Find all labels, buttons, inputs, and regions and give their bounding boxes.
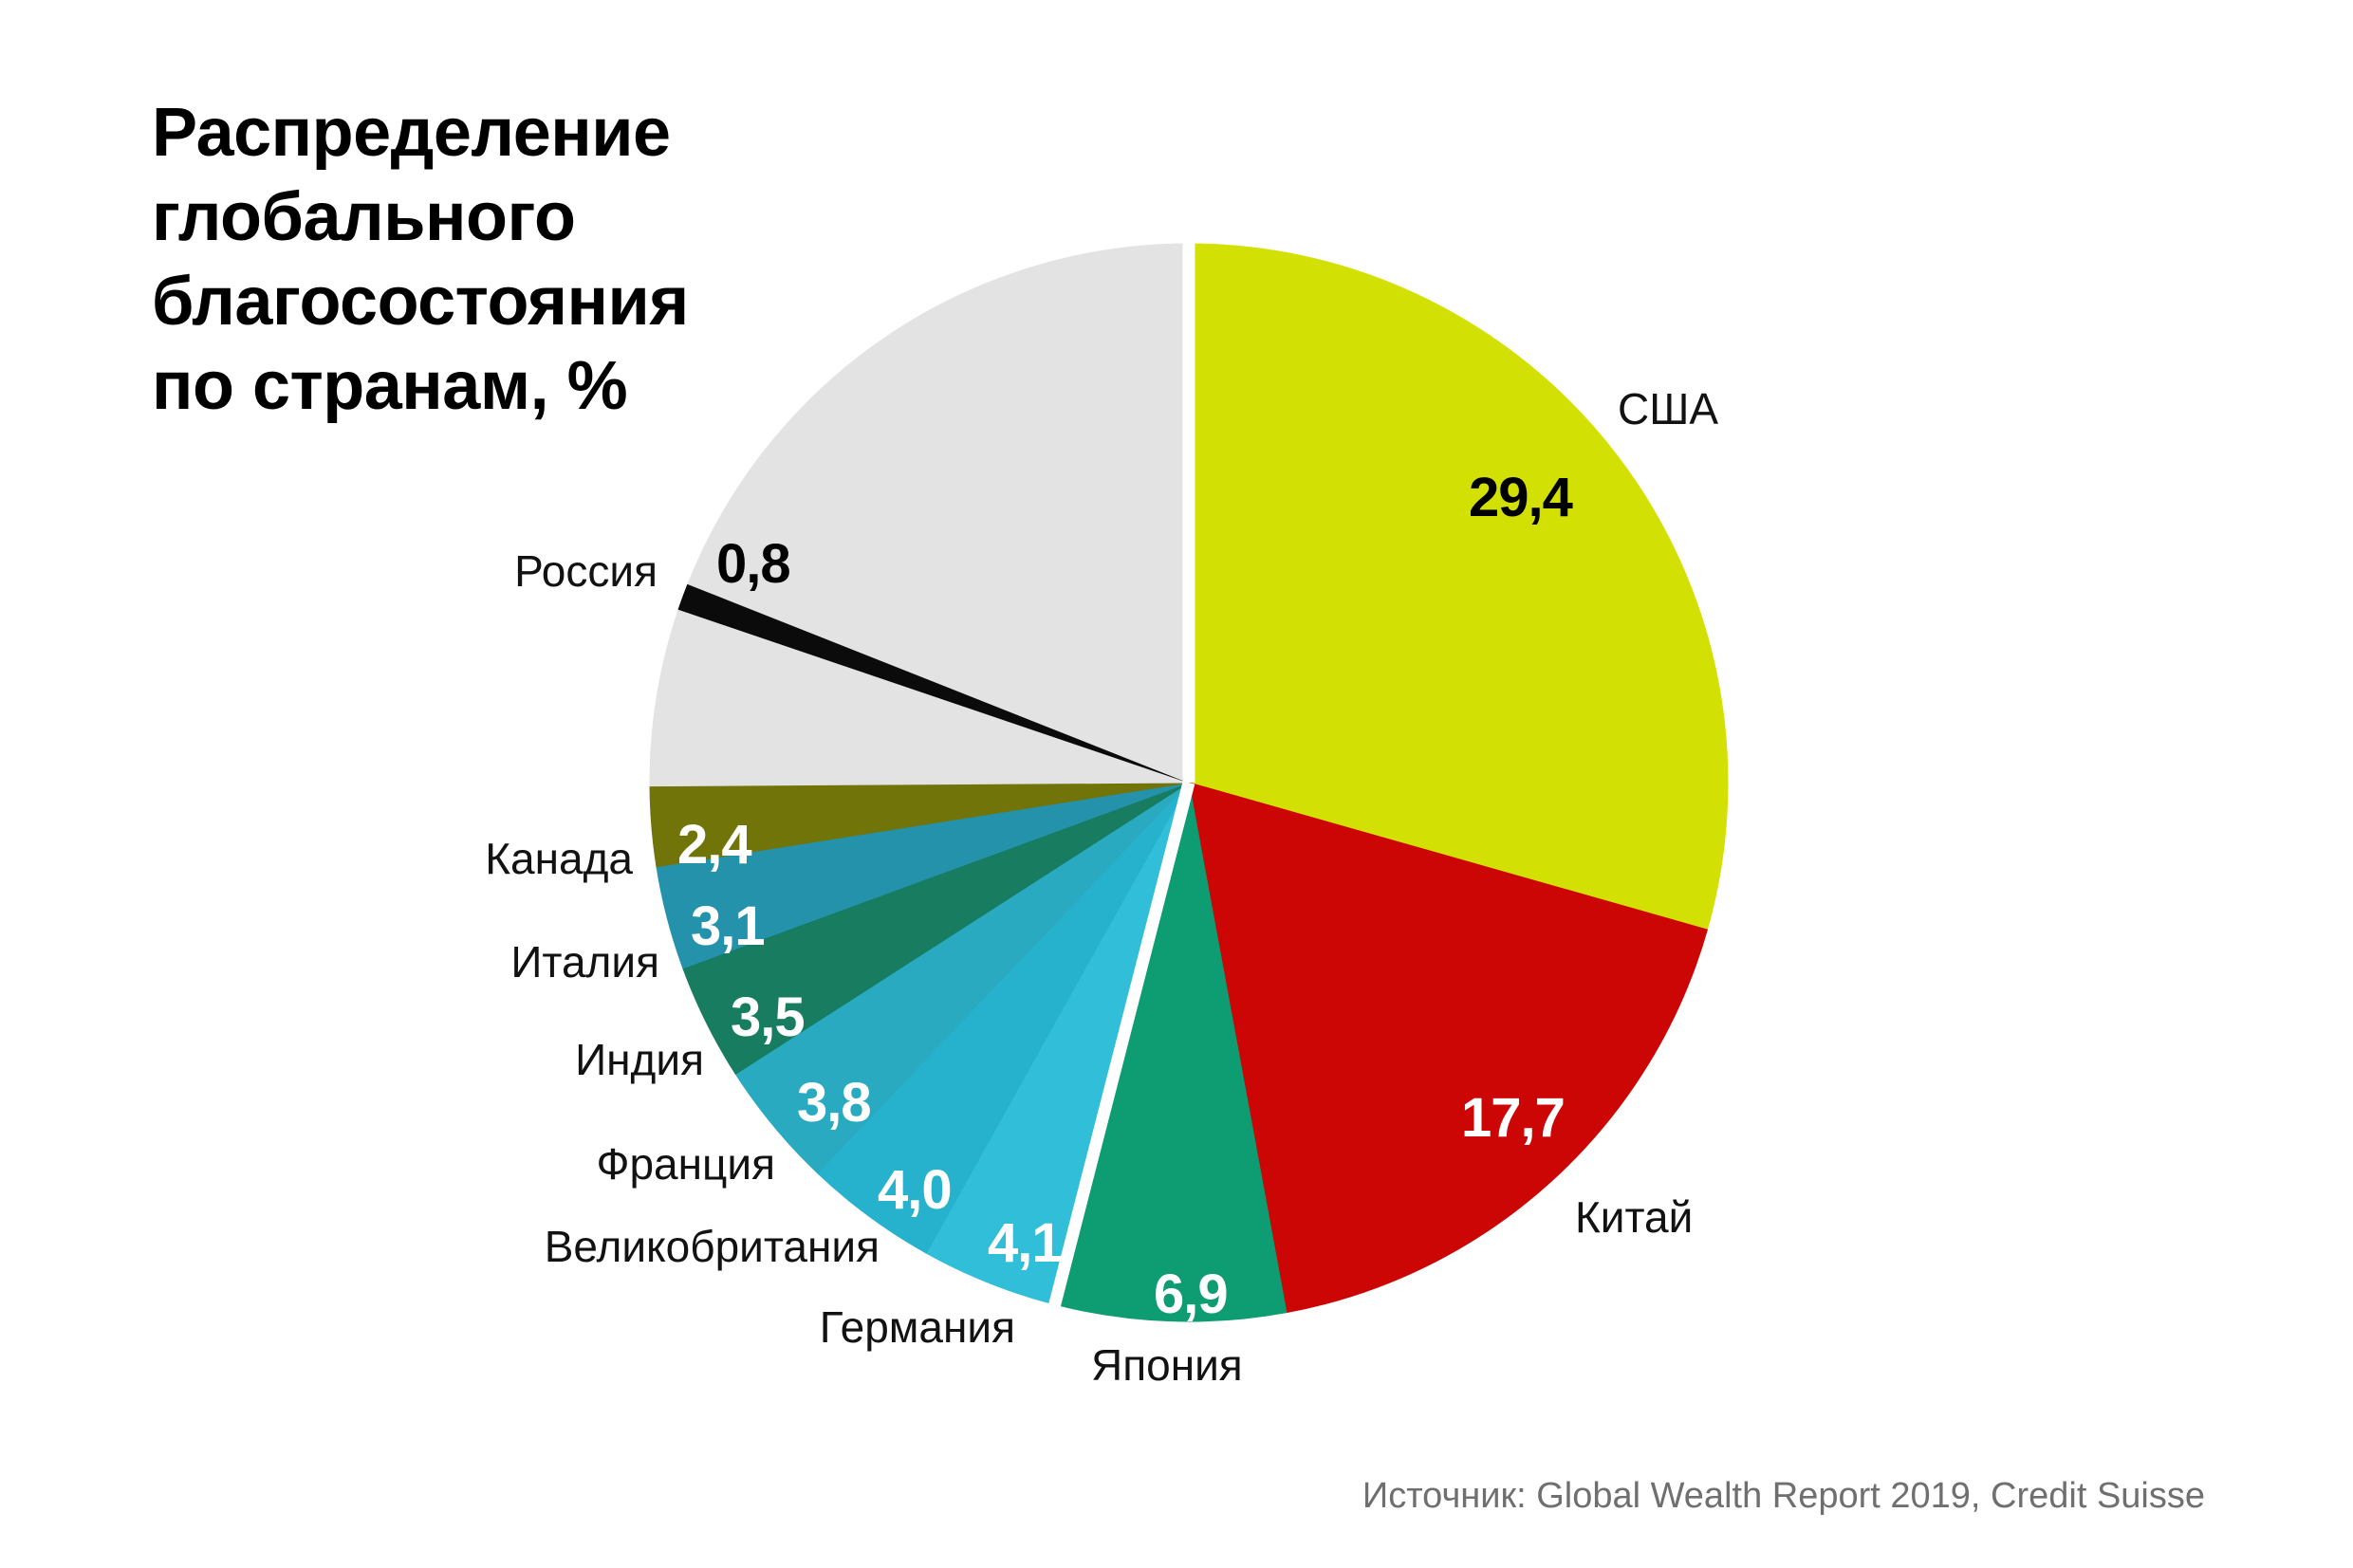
value-label-0,8: 0,8 (716, 533, 791, 595)
country-label-Китай: Китай (1575, 1192, 1694, 1242)
value-label-4,1: 4,1 (988, 1212, 1063, 1274)
country-label-Германия: Германия (819, 1302, 1015, 1352)
value-label-3,5: 3,5 (731, 987, 806, 1048)
pie-slice-other-11 (687, 243, 1190, 784)
value-label-4,0: 4,0 (878, 1159, 953, 1221)
country-label-Италия: Италия (510, 937, 659, 987)
pie-slice-США (1188, 243, 1729, 931)
source-credit: Источник: Global Wealth Report 2019, Cre… (1362, 1476, 2205, 1516)
value-label-2,4: 2,4 (677, 814, 752, 876)
slice-separator (1047, 781, 1195, 1308)
pie-slice-Китай (1188, 782, 1709, 1314)
value-label-3,1: 3,1 (691, 895, 766, 957)
country-label-Канада: Канада (485, 834, 633, 883)
country-label-Япония: Япония (1091, 1340, 1243, 1390)
value-label-29,4: 29,4 (1469, 467, 1573, 528)
pie-slice-other-9 (649, 608, 1190, 787)
country-label-Индия: Индия (575, 1035, 704, 1084)
value-label-17,7: 17,7 (1461, 1087, 1566, 1149)
chart-title: Распределение глобального благосостояния… (152, 95, 689, 424)
country-label-Россия: Россия (514, 546, 658, 596)
pie-slice-Япония (1054, 782, 1288, 1322)
value-label-3,8: 3,8 (797, 1072, 872, 1134)
value-label-6,9: 6,9 (1154, 1264, 1229, 1325)
country-label-Франция: Франция (596, 1139, 776, 1189)
country-label-Великобритания: Великобритания (544, 1222, 880, 1271)
country-label-США: США (1618, 384, 1719, 434)
